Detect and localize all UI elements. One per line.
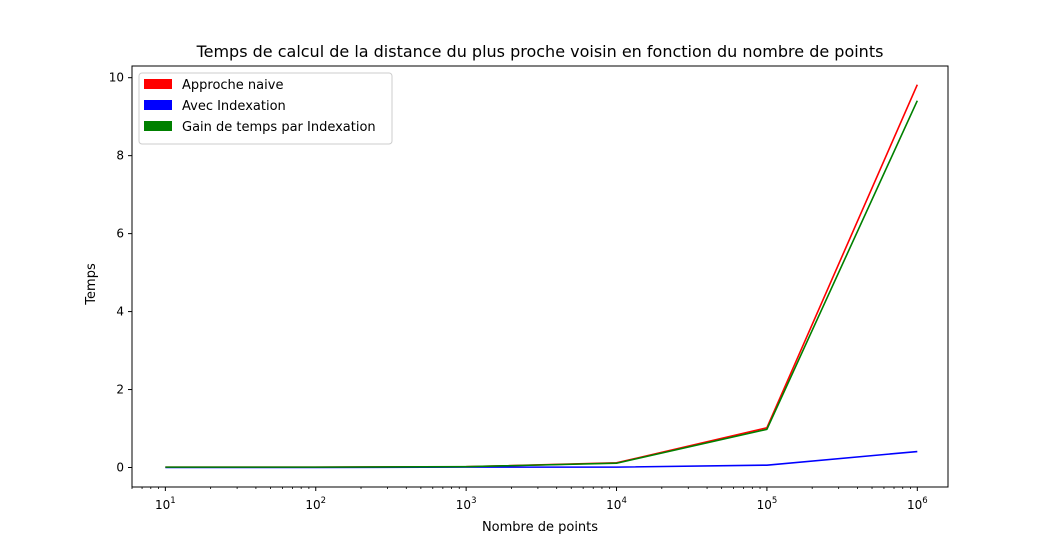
- x-axis-label: Nombre de points: [482, 520, 598, 535]
- x-axis: 101 102 103 104 105 106: [131, 487, 928, 512]
- chart-title: Temps de calcul de la distance du plus p…: [196, 42, 884, 61]
- x-tick-label: 106: [907, 496, 928, 512]
- x-tick-label: 104: [606, 496, 627, 512]
- series-line-3: [165, 100, 919, 468]
- x-tick-label: 105: [757, 496, 778, 512]
- y-tick-label: 2: [116, 383, 124, 397]
- y-axis-label: Temps: [84, 263, 99, 306]
- legend-swatch-2: [144, 100, 172, 110]
- y-tick-label: 0: [116, 461, 124, 475]
- legend-label-3: Gain de temps par Indexation: [182, 120, 376, 135]
- x-tick-label: 101: [155, 496, 176, 512]
- legend: Approche naive Avec Indexation Gain de tem…: [138, 72, 393, 145]
- y-tick-label: 8: [116, 149, 124, 163]
- plot-frame: [131, 65, 949, 488]
- series-layer: [165, 84, 919, 469]
- x-tick-label: 103: [456, 496, 477, 512]
- legend-box: [138, 72, 393, 145]
- legend-swatch-3: [144, 121, 172, 131]
- legend-label-1: Approche naive: [182, 78, 283, 93]
- legend-swatch-1: [144, 79, 172, 89]
- y-tick-label: 10: [109, 71, 124, 85]
- y-tick-label: 4: [116, 305, 124, 319]
- legend-label-2: Avec Indexation: [182, 99, 286, 114]
- y-axis: 0 2 4 6 8 10: [109, 71, 132, 475]
- y-tick-label: 6: [116, 227, 124, 241]
- x-tick-label: 102: [305, 496, 326, 512]
